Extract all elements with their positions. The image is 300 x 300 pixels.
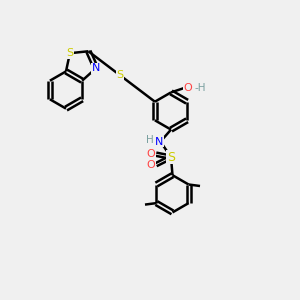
Text: O: O (146, 149, 155, 159)
Text: S: S (167, 151, 175, 164)
Text: O: O (146, 160, 155, 170)
Text: S: S (66, 48, 74, 58)
Text: N: N (92, 63, 100, 73)
Text: O: O (184, 83, 193, 93)
Text: N: N (155, 136, 163, 147)
Text: -H: -H (194, 83, 206, 93)
Text: S: S (117, 70, 124, 80)
Text: H: H (146, 135, 154, 146)
